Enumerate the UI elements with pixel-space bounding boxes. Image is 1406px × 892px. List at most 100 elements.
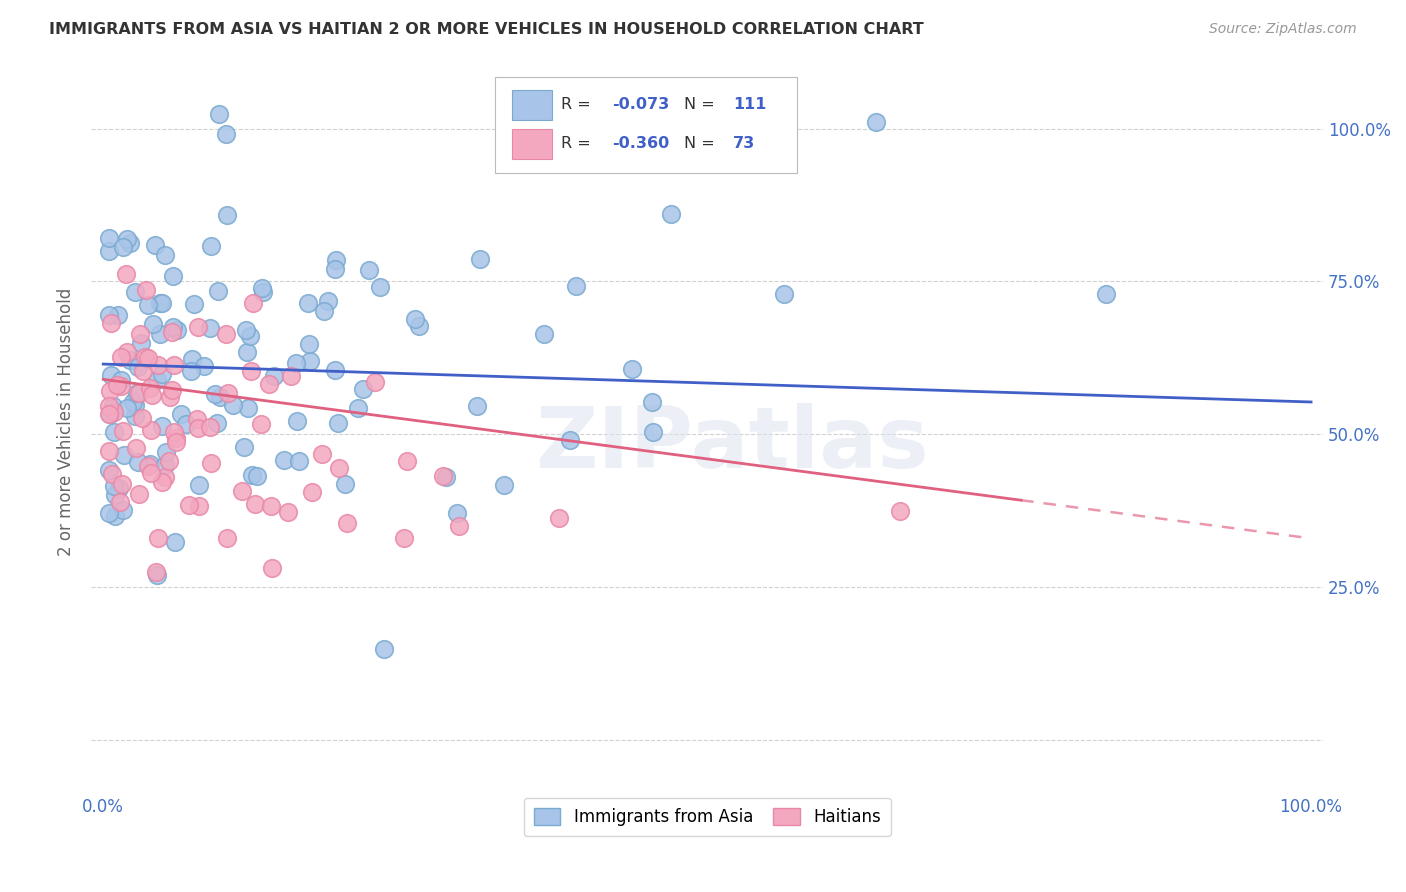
- Text: -0.360: -0.360: [612, 136, 669, 152]
- Text: IMMIGRANTS FROM ASIA VS HAITIAN 2 OR MORE VEHICLES IN HOUSEHOLD CORRELATION CHAR: IMMIGRANTS FROM ASIA VS HAITIAN 2 OR MOR…: [49, 22, 924, 37]
- Point: [111, 240, 134, 254]
- Point: [118, 352, 141, 367]
- Point: [323, 363, 346, 377]
- Point: [187, 478, 209, 492]
- Point: [235, 323, 257, 337]
- Point: [134, 350, 156, 364]
- Point: [163, 535, 186, 549]
- Point: [104, 488, 127, 502]
- Point: [277, 505, 299, 519]
- Point: [162, 269, 184, 284]
- Text: -0.073: -0.073: [612, 97, 669, 112]
- Point: [357, 263, 380, 277]
- Point: [128, 386, 150, 401]
- Point: [233, 440, 256, 454]
- Point: [100, 407, 122, 421]
- Point: [174, 417, 197, 431]
- Point: [148, 531, 170, 545]
- Point: [297, 337, 319, 351]
- Point: [434, 470, 457, 484]
- Point: [352, 382, 374, 396]
- Point: [865, 115, 887, 129]
- Text: ZIPatlas: ZIPatlas: [534, 402, 928, 486]
- Point: [231, 483, 253, 498]
- Point: [235, 344, 257, 359]
- Point: [217, 208, 239, 222]
- Point: [139, 466, 162, 480]
- Point: [100, 317, 122, 331]
- Point: [186, 412, 208, 426]
- Point: [121, 395, 143, 409]
- Point: [165, 431, 187, 445]
- Point: [98, 462, 121, 476]
- Point: [146, 358, 169, 372]
- Point: [447, 519, 470, 533]
- Point: [200, 456, 222, 470]
- Point: [1094, 286, 1116, 301]
- Point: [186, 320, 208, 334]
- Point: [200, 419, 222, 434]
- Point: [250, 281, 273, 295]
- Point: [146, 568, 169, 582]
- Point: [112, 503, 135, 517]
- Point: [252, 285, 274, 299]
- Point: [204, 387, 226, 401]
- Text: 111: 111: [733, 97, 766, 112]
- Point: [640, 395, 662, 409]
- Point: [141, 387, 163, 401]
- Point: [98, 506, 121, 520]
- Point: [112, 424, 135, 438]
- Point: [239, 329, 262, 343]
- Point: [208, 107, 231, 121]
- Point: [127, 385, 149, 400]
- Point: [110, 351, 132, 365]
- Point: [368, 280, 391, 294]
- Point: [468, 252, 491, 266]
- Point: [297, 296, 319, 310]
- Point: [404, 312, 426, 326]
- Text: R =: R =: [561, 136, 595, 152]
- Point: [100, 368, 122, 383]
- Point: [187, 500, 209, 514]
- Point: [243, 497, 266, 511]
- Point: [183, 297, 205, 311]
- Point: [169, 407, 191, 421]
- Point: [165, 435, 187, 450]
- Point: [143, 237, 166, 252]
- Text: R =: R =: [561, 97, 595, 112]
- Point: [250, 417, 273, 431]
- Point: [129, 326, 152, 341]
- Point: [108, 481, 131, 495]
- Point: [138, 381, 160, 395]
- Point: [492, 478, 515, 492]
- Point: [207, 284, 229, 298]
- Point: [181, 351, 204, 366]
- Point: [115, 401, 138, 416]
- Point: [239, 364, 262, 378]
- Point: [98, 384, 121, 399]
- Point: [187, 421, 209, 435]
- Point: [128, 486, 150, 500]
- Point: [364, 375, 387, 389]
- Point: [110, 373, 132, 387]
- Point: [103, 479, 125, 493]
- Point: [153, 247, 176, 261]
- Point: [260, 499, 283, 513]
- Point: [236, 401, 259, 415]
- Point: [150, 296, 173, 310]
- Point: [153, 458, 176, 472]
- Text: Source: ZipAtlas.com: Source: ZipAtlas.com: [1209, 22, 1357, 37]
- Point: [198, 321, 221, 335]
- Point: [101, 399, 124, 413]
- Point: [772, 286, 794, 301]
- Point: [395, 454, 418, 468]
- Point: [103, 425, 125, 439]
- Point: [98, 407, 121, 421]
- Point: [105, 377, 128, 392]
- Point: [177, 498, 200, 512]
- Point: [125, 441, 148, 455]
- Point: [217, 532, 239, 546]
- Point: [159, 391, 181, 405]
- Point: [311, 447, 333, 461]
- Point: [333, 477, 356, 491]
